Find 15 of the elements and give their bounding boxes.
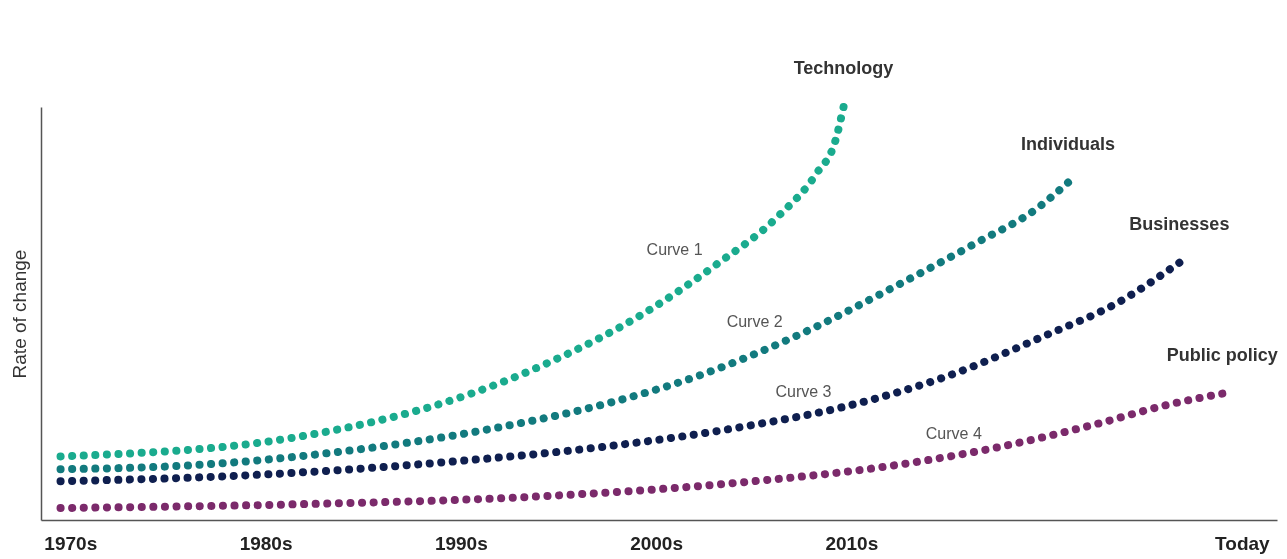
text: Individuals — [1021, 133, 1116, 154]
annotation: Curve 4 — [925, 424, 982, 442]
annotation: Curve 1 — [646, 241, 703, 259]
x-tick-label: 1970s — [44, 532, 98, 554]
x-tick-label: 2000s — [630, 532, 683, 554]
x-tick-label: 1980s — [239, 532, 293, 554]
annotation: Curve 2 — [726, 312, 783, 330]
y-axis-title: Rate of change — [8, 249, 30, 379]
x-tick-label: Today — [1215, 532, 1271, 554]
x-tick-label: 2010s — [825, 532, 879, 554]
x-tick-label: 1990s — [434, 532, 488, 554]
text: Businesses — [1129, 213, 1230, 234]
text: Technology — [793, 58, 894, 78]
text: Public policy — [1166, 344, 1278, 365]
annotation: Curve 3 — [775, 383, 832, 401]
